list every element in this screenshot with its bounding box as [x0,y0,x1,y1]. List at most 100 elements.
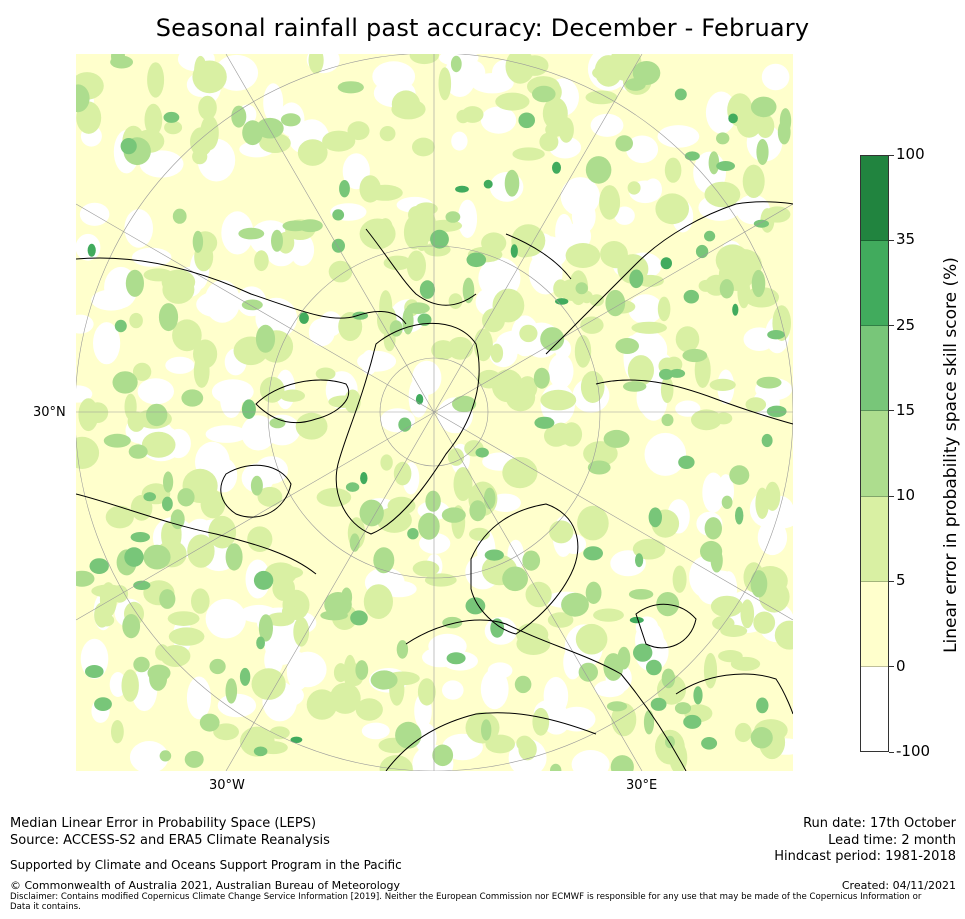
colorbar-tick-mark [889,325,894,327]
skill-patch [144,103,163,136]
skill-patch [675,326,700,353]
skill-patch [704,230,716,242]
skill-patch [129,312,143,329]
skill-patch [558,117,574,143]
skill-patch [734,722,752,743]
colorbar-segment-35-100 [861,156,888,242]
skill-patch [379,755,413,771]
colorbar-tick-mark [889,751,894,753]
skill-patch [165,356,195,374]
skill-patch [172,208,187,224]
skill-patch [158,303,179,332]
skill-patch [345,482,360,492]
skill-patch [322,130,356,152]
skill-patch [585,156,612,184]
skill-patch [522,550,541,571]
skill-patch [282,220,309,232]
skill-patch [716,161,735,171]
skill-patch [76,84,90,113]
skill-patch [290,736,303,743]
skill-patch [659,368,673,380]
skill-patch [143,268,173,282]
skill-patch [170,509,185,530]
skill-patch [540,389,577,411]
skill-patch [316,488,352,507]
skill-patch [94,697,112,711]
skill-patch [280,113,301,127]
skill-patch [555,213,574,251]
skill-patch [682,348,708,363]
skill-patch [661,668,676,689]
skill-patch [251,668,286,700]
skill-patch [691,409,722,431]
skill-patch [578,662,598,682]
skill-patch [378,218,393,239]
skill-patch [442,680,464,700]
skill-patch [271,229,283,252]
footer-support: Supported by Climate and Oceans Support … [10,858,402,872]
skill-patch [532,707,550,736]
skill-patch [79,202,110,226]
skill-patch [91,289,131,311]
skill-patch [163,471,174,493]
skill-patch [657,296,671,322]
colorbar-segment-25-35 [861,241,888,327]
skill-patch [432,744,454,767]
skill-patch [417,313,432,326]
skill-patch [735,506,744,525]
skill-patch [718,650,743,663]
skill-patch [360,472,368,485]
skill-patch [363,584,393,619]
skill-patch [750,570,768,598]
skill-patch [633,643,653,662]
skill-patch [281,605,298,618]
skill-patch [295,412,328,440]
skill-patch [208,515,237,549]
skill-patch [625,78,646,91]
skill-patch [517,376,538,400]
skill-patch [751,269,766,298]
skill-patch [481,719,492,741]
skill-patch [550,763,562,771]
skill-patch [398,417,412,432]
skill-patch [466,252,487,268]
skill-patch [502,457,538,489]
skill-patch [561,592,589,617]
skill-patch [418,512,440,540]
footer-lead-time: Lead time: 2 month [828,833,956,848]
skill-patch [430,229,449,249]
skill-patch [192,60,227,94]
skill-patch [238,227,265,240]
skill-patch [181,389,204,407]
skill-patch [198,95,217,120]
skill-patch [606,701,628,712]
skill-patch [732,303,739,316]
skill-patch [332,209,345,221]
skill-patch [512,147,545,161]
skill-patch [253,746,268,757]
skill-patch [623,381,647,392]
skill-patch [490,618,505,638]
skill-patch [561,422,583,447]
skill-patch [133,580,151,590]
footer-disclaimer: Disclaimer: Contains modified Copernicus… [10,892,922,912]
skill-patch [114,319,127,333]
skill-patch [308,318,335,347]
skill-patch [525,581,552,608]
skill-patch [629,269,644,289]
skill-patch [167,611,200,626]
skill-patch [184,750,204,768]
skill-patch [704,517,722,540]
colorbar-segment-neg100-0 [861,666,888,751]
skill-patch [379,290,393,324]
skill-patch [764,206,791,223]
skill-patch [441,507,466,523]
skill-patch [764,481,781,511]
skill-patch [490,343,504,363]
skill-patch [552,161,561,174]
skill-patch [76,436,100,469]
skill-patch [540,327,565,351]
skill-patch [599,185,621,220]
skill-patch [366,184,403,201]
skill-patch [549,520,574,544]
